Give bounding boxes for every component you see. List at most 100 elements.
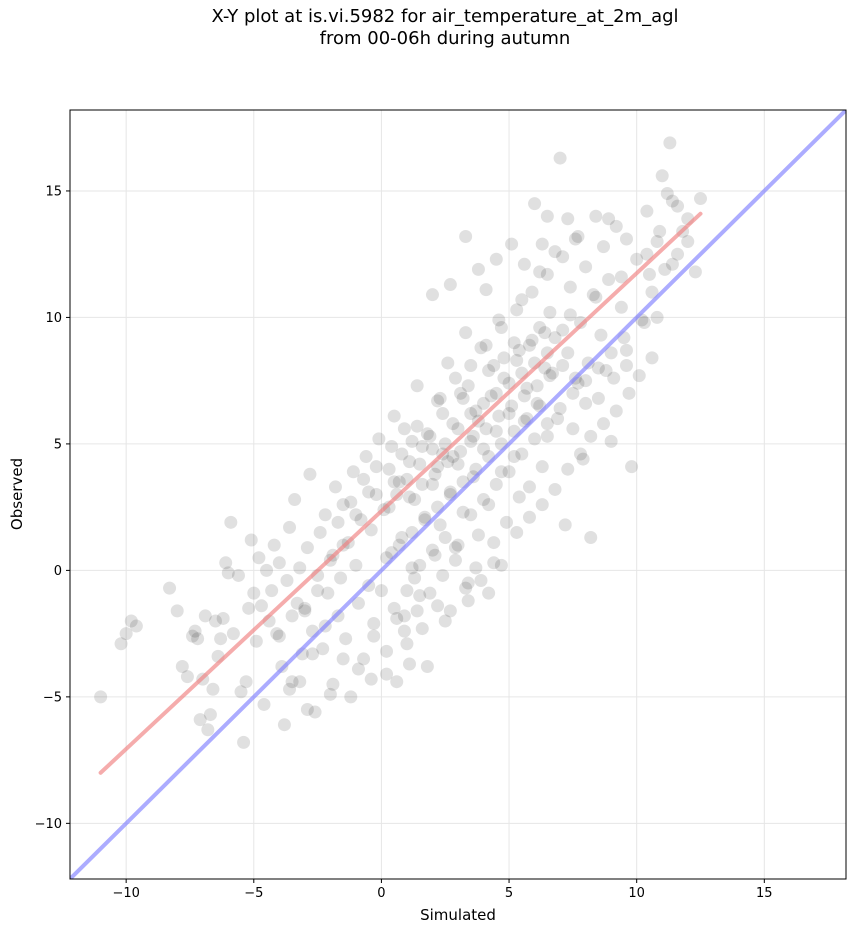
scatter-point (456, 505, 470, 519)
scatter-point (221, 566, 235, 580)
scatter-point (466, 429, 480, 443)
scatter-point (576, 452, 590, 466)
y-tick-label: 15 (45, 184, 62, 199)
scatter-point (671, 199, 685, 213)
scatter-point (367, 629, 381, 643)
scatter-point (579, 374, 593, 388)
scatter-point (584, 531, 598, 545)
scatter-point (285, 675, 299, 689)
scatter-point (188, 624, 202, 638)
scatter-point (336, 498, 350, 512)
scatter-point (512, 490, 526, 504)
scatter-point (543, 305, 557, 319)
scatter-point (308, 705, 322, 719)
scatter-point (334, 571, 348, 585)
scatter-point (94, 690, 108, 704)
scatter-point (433, 518, 447, 532)
reference-lines (70, 110, 846, 879)
scatter-point (642, 267, 656, 281)
scatter-point (561, 212, 575, 226)
axis-ticks: −10 −5 0 5 10 15 −10 −5 0 5 10 15 (35, 184, 773, 901)
x-tick-label: 15 (756, 886, 773, 901)
x-tick-label: 10 (628, 886, 645, 901)
scatter-point (469, 404, 483, 418)
scatter-point (517, 389, 531, 403)
scatter-point (438, 614, 452, 628)
scatter-point (231, 568, 245, 582)
scatter-point (316, 642, 330, 656)
scatter-point (441, 455, 455, 469)
scatter-point (517, 257, 531, 271)
scatter-point (418, 510, 432, 524)
y-tick-label: 5 (54, 437, 62, 452)
scatter-point (551, 412, 565, 426)
scatter-point (528, 197, 542, 211)
scatter-point (492, 409, 506, 423)
scatter-point (349, 558, 363, 572)
scatter-point (451, 457, 465, 471)
scatter-point (589, 209, 603, 223)
scatter-point (477, 493, 491, 507)
scatter-point (129, 619, 143, 633)
scatter-point (448, 371, 462, 385)
x-axis-label: Simulated (420, 906, 496, 924)
scatter-point (471, 262, 485, 276)
scatter-point (540, 417, 554, 431)
scatter-point (397, 422, 411, 436)
scatter-point (364, 672, 378, 686)
scatter-point (219, 556, 233, 570)
scatter-point (484, 389, 498, 403)
scatter-point (556, 250, 570, 264)
scatter-point (477, 396, 491, 410)
scatter-point (400, 584, 414, 598)
scatter-point (336, 652, 350, 666)
scatter-point (650, 310, 664, 324)
scatter-point (543, 369, 557, 383)
scatter-point (482, 498, 496, 512)
scatter-point (443, 278, 457, 292)
scatter-point (431, 394, 445, 408)
scatter-point (420, 660, 434, 674)
scatter-point (413, 589, 427, 603)
scatter-point (351, 662, 365, 676)
scatter-point (438, 531, 452, 545)
scatter-point (522, 480, 536, 494)
scatter-point (387, 601, 401, 615)
scatter-point (479, 283, 493, 297)
scatter-point (410, 419, 424, 433)
scatter-point (650, 235, 664, 249)
scatter-point (306, 647, 319, 661)
scatter-point (224, 515, 238, 529)
scatter-point (408, 571, 422, 585)
scatter-point (464, 508, 478, 522)
scatter-point (482, 586, 496, 600)
scatter-point (459, 229, 473, 243)
scatter-point (288, 493, 302, 507)
scatter-point (425, 288, 439, 302)
scatter-point (203, 708, 217, 722)
scatter-point (494, 321, 508, 335)
scatter-point (369, 488, 383, 501)
scatter-point (186, 629, 200, 643)
scatter-point (280, 574, 294, 588)
scatter-point (405, 434, 419, 448)
scatter-point (671, 247, 685, 261)
scatter-point (283, 520, 297, 534)
scatter-point (443, 485, 457, 499)
scatter-point (285, 609, 299, 623)
scatter-point (599, 364, 613, 378)
scatter-point (247, 586, 261, 600)
scatter-point (331, 515, 345, 529)
scatter-point (461, 576, 475, 590)
scatter-point (257, 697, 271, 711)
scatter-point (535, 460, 549, 474)
scatter-point (494, 465, 508, 479)
scatter-point (403, 657, 416, 671)
scatter-point (561, 462, 575, 476)
scatter-point (446, 450, 460, 464)
scatter-point (622, 386, 636, 400)
scatter-point (216, 611, 230, 625)
x-tick-label: 0 (377, 886, 385, 901)
scatter-point (272, 629, 286, 643)
scatter-point (201, 723, 215, 737)
